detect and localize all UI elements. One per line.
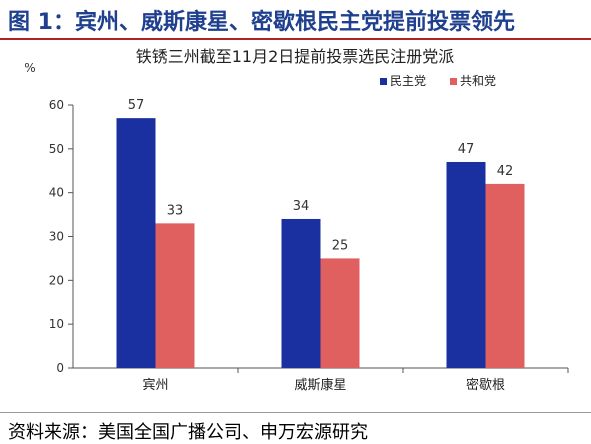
bar-0-0 [116,118,156,369]
data-label-0-0: 57 [128,98,145,113]
bar-0-1 [281,218,321,368]
data-label-1-1: 25 [332,238,349,253]
bar-1-2 [485,183,525,368]
footer-divider [0,412,591,413]
legend-label-1: 共和党 [460,73,496,88]
y-tick-label-2: 20 [49,273,64,287]
bars [116,118,525,369]
x-tick-label-2: 密歇根 [466,377,505,393]
legend-label-0: 民主党 [390,73,426,88]
legend-swatch-1 [450,78,457,85]
data-label-1-2: 42 [497,164,514,179]
legend: 民主党 共和党 [380,73,496,88]
figure-title: 图 1：宾州、威斯康星、密歇根民主党提前投票领先 [8,10,515,35]
chart-title: 铁锈三州截至11月2日提前投票选民注册党派 [136,47,455,66]
bar-chart: 铁锈三州截至11月2日提前投票选民注册党派 % 民主党 共和党 0 10 20 30 40… [24,47,569,393]
y-tick-label-1: 10 [49,317,64,331]
y-axis-unit: % [24,61,35,75]
y-tick-label-0: 0 [56,361,64,375]
bar-1-1 [320,258,360,368]
title-divider [0,38,591,40]
x-tick-label-0: 宾州 [142,377,168,393]
data-label-0-1: 34 [293,199,310,214]
bar-1-0 [155,223,195,368]
x-tick-label-1: 威斯康星 [294,377,346,393]
data-label-0-2: 47 [458,142,475,157]
data-labels: 57 33 34 25 47 42 [128,98,514,253]
y-tick-label-4: 40 [49,186,64,200]
legend-swatch-0 [380,78,387,85]
bar-0-2 [446,161,486,368]
y-tick-label-6: 60 [49,98,64,112]
data-label-1-0: 33 [167,203,184,218]
source-note: 资料来源：美国全国广播公司、申万宏源研究 [8,422,368,443]
y-tick-label-5: 50 [49,142,64,156]
y-tick-label-3: 30 [49,230,64,244]
